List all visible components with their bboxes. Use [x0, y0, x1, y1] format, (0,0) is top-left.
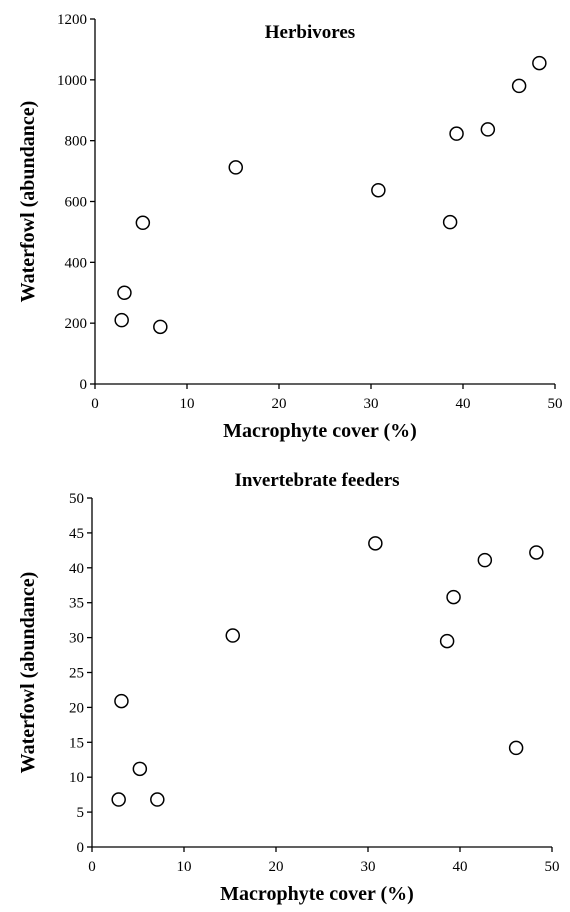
x-tick-label: 10: [180, 396, 195, 412]
data-point: [446, 589, 461, 605]
x-tick-label: 0: [88, 859, 96, 875]
data-point: [508, 740, 524, 756]
y-tick-label: 10: [69, 770, 84, 786]
y-tick-label: 20: [69, 700, 84, 716]
y-tick-label: 0: [80, 377, 88, 393]
y-tick-label: 5: [77, 805, 85, 821]
y-tick-label: 1200: [57, 12, 87, 28]
x-tick-label: 30: [364, 396, 379, 412]
data-point: [135, 215, 151, 231]
data-point: [477, 552, 493, 568]
y-tick-label: 0: [77, 840, 85, 856]
x-tick-label: 20: [272, 396, 287, 412]
y-tick-label: 200: [65, 316, 88, 332]
y-tick-label: 50: [69, 491, 84, 507]
x-axis-title: Macrophyte cover (%): [223, 420, 417, 442]
data-point: [449, 126, 464, 141]
y-tick-label: 15: [69, 735, 84, 751]
data-point: [228, 160, 244, 175]
data-point: [371, 182, 386, 198]
x-tick-label: 50: [548, 396, 563, 412]
invertebrate-feeders-chart: 0 5 10 15 20 25 30 35 40 45 50 0 10 20 30 40 50 Invertebr…: [17, 470, 560, 905]
data-point: [132, 761, 148, 777]
data-point: [439, 633, 455, 649]
y-axis-title: Waterfowl (abundance): [17, 101, 39, 303]
chart-title: Invertebrate feeders: [234, 470, 399, 491]
y-tick-label: 800: [65, 134, 88, 150]
data-point: [442, 214, 458, 230]
y-tick-label: 1000: [57, 73, 87, 89]
y-tick-label: 25: [69, 666, 84, 682]
x-tick-label: 40: [456, 396, 471, 412]
data-point: [150, 792, 165, 807]
data-point: [111, 792, 126, 807]
y-tick-label: 600: [65, 195, 88, 211]
x-tick-label: 30: [361, 859, 376, 875]
x-tick-label: 10: [177, 859, 192, 875]
y-tick-label: 45: [69, 526, 84, 542]
x-axis-title: Macrophyte cover (%): [220, 883, 414, 905]
data-point: [153, 319, 168, 335]
data-point: [480, 122, 496, 137]
data-point: [117, 285, 132, 300]
herbivores-chart: 0 200 400 600 800 1000 1200 0 10 20 30 40 50 Herbivor…: [17, 12, 563, 442]
data-point: [114, 312, 129, 328]
data-point: [225, 628, 241, 643]
data-point: [532, 55, 547, 71]
y-tick-label: 40: [69, 561, 84, 577]
y-tick-label: 30: [69, 631, 84, 647]
data-point: [114, 693, 129, 709]
data-point: [511, 78, 527, 94]
y-tick-label: 35: [69, 596, 84, 612]
y-tick-label: 400: [65, 255, 88, 271]
x-tick-label: 50: [545, 859, 560, 875]
chart-title: Herbivores: [265, 22, 355, 43]
x-tick-label: 20: [269, 859, 284, 875]
data-point: [368, 536, 383, 551]
x-tick-label: 40: [453, 859, 468, 875]
x-tick-label: 0: [91, 396, 99, 412]
y-axis-title: Waterfowl (abundance): [17, 572, 39, 774]
data-point: [529, 545, 544, 560]
